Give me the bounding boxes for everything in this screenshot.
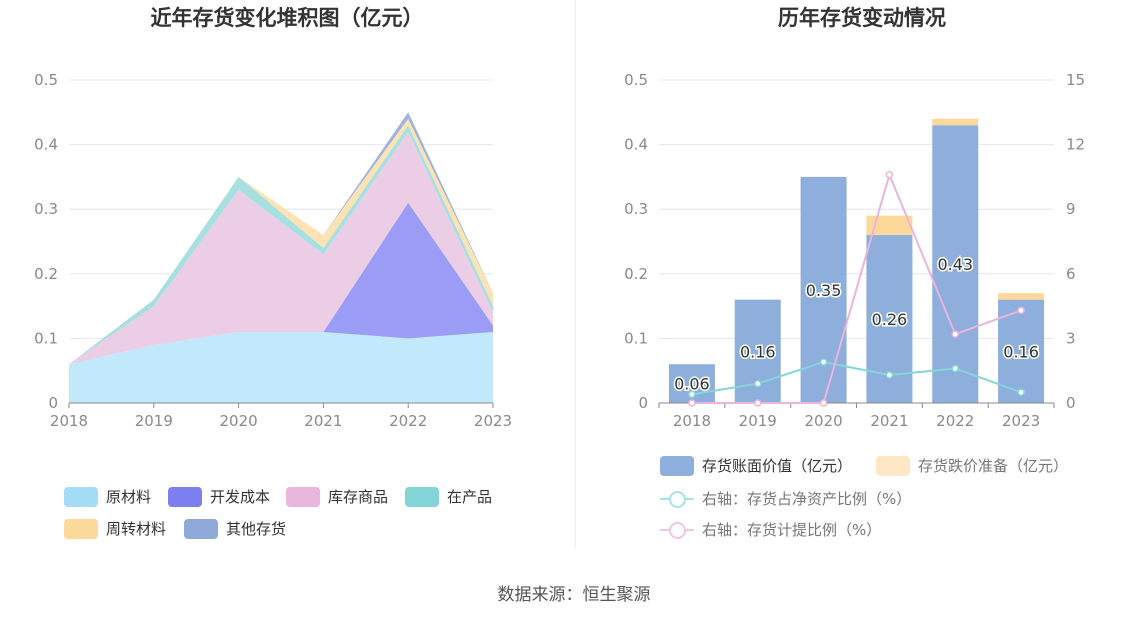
legend-swatch (660, 455, 694, 476)
line-point (688, 399, 696, 407)
legend-item[interactable]: 周转材料 (64, 518, 166, 539)
y-tick-label: 0.2 (34, 265, 58, 283)
legend-label: 右轴：存货占净资产比例（%） (702, 490, 912, 508)
y-left-tick-label: 0 (638, 394, 648, 412)
legend-label: 存货账面价值（亿元） (702, 457, 853, 475)
bar-line-chart-panel: 历年存货变动情况 0 0.1 0.2 0.3 0.4 0.5 0 3 6 9 12 15 0.06 0.1… (576, 0, 1148, 560)
line-point (688, 390, 696, 399)
legend-item[interactable]: 右轴：存货计提比例（%） (660, 519, 881, 540)
legend-label: 原材料 (106, 488, 152, 506)
y-left-tick-label: 0.1 (624, 329, 648, 347)
legend-swatch (184, 518, 218, 539)
stacked-area-chart-panel: 近年存货变化堆积图（亿元） 0 0.1 0.2 0.3 0.4 0.5 2018 2019 20… (0, 0, 574, 560)
legend-swatch (286, 486, 320, 507)
area-series (69, 202, 493, 365)
x-tick-label: 2018 (673, 412, 711, 430)
legend-item[interactable]: 其他存货 (184, 518, 286, 539)
legend-swatch (876, 455, 910, 476)
legend-label: 库存商品 (328, 488, 389, 506)
legend-swatch (405, 486, 439, 507)
stacked-area-chart: 0 0.1 0.2 0.3 0.4 0.5 2018 2019 2020 2021 2022 2023 (34, 71, 512, 430)
x-tick-label: 2020 (220, 412, 258, 430)
y-tick-label: 0.3 (34, 200, 58, 218)
line-point (754, 399, 762, 407)
y-right-tick-label: 9 (1066, 200, 1076, 218)
y-right-tick-label: 15 (1066, 71, 1085, 89)
y-left-tick-label: 0.5 (624, 71, 648, 89)
y-left-tick-label: 0.3 (624, 200, 648, 218)
line-point (819, 399, 828, 407)
line-ratio-to-net-assets (691, 361, 1022, 396)
left-chart-title: 近年存货变化堆积图（亿元） (150, 6, 424, 30)
line-point (1017, 306, 1025, 315)
x-tick-label: 2021 (870, 412, 908, 430)
bar-data-label: 0.26 (872, 310, 908, 329)
bar-impairment (866, 215, 913, 236)
legend-label: 右轴：存货计提比例（%） (702, 521, 882, 539)
bar-data-label: 0.43 (937, 255, 973, 274)
bar-impairment (932, 118, 979, 126)
y-tick-label: 0.4 (34, 136, 58, 154)
y-right-tick-label: 3 (1066, 329, 1076, 347)
legend-item[interactable]: 开发成本 (168, 486, 270, 507)
legend-label: 开发成本 (210, 488, 271, 506)
x-tick-label: 2022 (389, 412, 427, 430)
x-tick-label: 2019 (135, 412, 173, 430)
bar-impairment (998, 293, 1045, 300)
legend-label: 在产品 (447, 488, 493, 506)
area-series (69, 131, 493, 365)
line-point (819, 358, 828, 366)
line-point (885, 371, 894, 379)
legend-swatch (168, 486, 202, 507)
x-tick-label: 2021 (304, 412, 342, 430)
legend-line-swatch (660, 489, 694, 509)
x-tick-label: 2020 (804, 412, 842, 430)
legend-swatch (64, 518, 98, 539)
left-chart-legend: 原材料 开发成本 库存商品 在产品周转材料 其他存货 (0, 0, 574, 560)
legend-item[interactable]: 右轴：存货占净资产比例（%） (660, 488, 911, 509)
x-tick-label: 2019 (739, 412, 777, 430)
panel-divider (575, 0, 576, 548)
line-point (885, 170, 894, 179)
y-right-tick-label: 12 (1066, 136, 1085, 154)
data-source-note: 数据来源：恒生聚源 (497, 585, 651, 605)
bar-data-label: 0.16 (1003, 342, 1039, 361)
x-tick-label: 2023 (1002, 412, 1040, 430)
legend-line-swatch (660, 520, 694, 540)
legend-label: 存货跌价准备（亿元） (918, 457, 1069, 475)
area-series (69, 331, 493, 403)
legend-item[interactable]: 存货账面价值（亿元） (660, 455, 852, 476)
legend-label: 周转材料 (106, 520, 167, 538)
legend-swatch (64, 486, 98, 507)
legend-item[interactable]: 原材料 (64, 486, 151, 507)
legend-item[interactable]: 在产品 (405, 486, 492, 507)
x-tick-label: 2022 (936, 412, 974, 430)
legend-item[interactable]: 库存商品 (286, 486, 388, 507)
y-tick-label: 0.5 (34, 71, 58, 89)
line-provision-ratio (691, 171, 1022, 404)
line-point (754, 379, 762, 388)
bar-book-value (932, 125, 979, 403)
line-point (951, 330, 959, 338)
y-tick-label: 0 (48, 394, 58, 412)
right-chart-title: 历年存货变动情况 (778, 6, 946, 30)
legend-item[interactable]: 存货跌价准备（亿元） (876, 455, 1068, 476)
x-tick-label: 2023 (474, 412, 512, 430)
bar-line-chart: 0 0.1 0.2 0.3 0.4 0.5 0 3 6 9 12 15 0.06 0.16 0.35 0.26… (624, 71, 1085, 430)
bar-data-label: 0.35 (806, 281, 842, 300)
line-point (1017, 388, 1025, 396)
bar-data-label: 0.16 (740, 342, 776, 361)
x-tick-label: 2018 (50, 412, 88, 430)
right-chart-legend: 存货账面价值（亿元） 存货跌价准备（亿元） 右轴：存货占净资产比例（%） 右轴：存货计… (576, 0, 1148, 560)
y-tick-label: 0.1 (34, 329, 58, 347)
y-right-tick-label: 0 (1066, 394, 1076, 412)
y-left-tick-label: 0.4 (624, 136, 648, 154)
legend-label: 其他存货 (226, 520, 287, 538)
y-right-tick-label: 6 (1066, 265, 1076, 283)
y-left-tick-label: 0.2 (624, 265, 648, 283)
line-point (951, 364, 959, 373)
bar-data-label: 0.06 (674, 375, 710, 394)
